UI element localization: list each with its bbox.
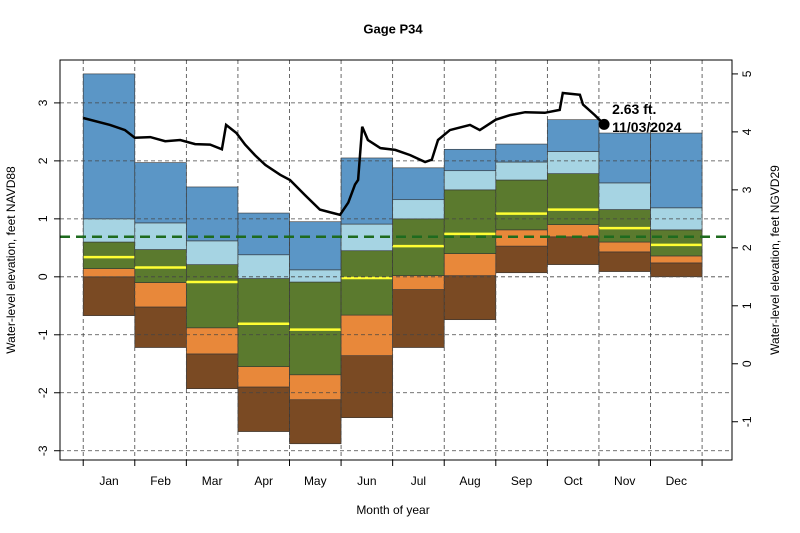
percentile-band — [443, 170, 497, 191]
percentile-band — [392, 275, 445, 290]
percentile-band — [443, 253, 497, 276]
x-tick-label: May — [304, 474, 327, 488]
percentile-band — [547, 119, 600, 152]
x-tick-label: Aug — [459, 474, 480, 488]
percentile-band — [443, 189, 497, 254]
percentile-band — [186, 264, 239, 329]
percentile-band — [598, 251, 651, 272]
percentile-band — [82, 73, 136, 220]
y-tick-label: -2 — [36, 387, 50, 398]
x-tick-label: Apr — [254, 474, 273, 488]
y-tick-label: 3 — [36, 99, 50, 106]
y2-tick-label: 5 — [740, 70, 754, 77]
percentile-band — [82, 241, 136, 269]
percentile-band — [495, 245, 548, 274]
percentile-band — [598, 241, 651, 253]
percentile-band — [340, 355, 393, 418]
percentile-band — [340, 314, 393, 356]
x-tick-label: Feb — [150, 474, 171, 488]
y2-tick-label: 1 — [740, 302, 754, 309]
percentile-band — [237, 386, 290, 432]
percentile-band — [134, 306, 187, 348]
percentile-band — [547, 236, 600, 265]
percentile-band — [650, 262, 703, 278]
y-axis-label: Water-level elevation, feet NAVD88 — [4, 166, 18, 354]
percentile-band — [340, 250, 393, 316]
percentile-band — [237, 254, 290, 279]
x-tick-label: Oct — [564, 474, 583, 488]
percentile-band — [186, 186, 239, 242]
percentile-band — [82, 218, 136, 243]
chart-title: Gage P34 — [363, 21, 423, 36]
percentile-band — [392, 199, 445, 220]
percentile-band — [650, 255, 703, 264]
y2-axis-label: Water-level elevation, feet NGVD29 — [768, 165, 782, 355]
x-tick-label: Jun — [357, 474, 376, 488]
y-tick-label: 1 — [36, 215, 50, 222]
percentile-band — [186, 240, 239, 265]
percentile-band — [598, 182, 651, 210]
percentile-band — [392, 289, 445, 348]
y-tick-label: 0 — [36, 273, 50, 280]
percentile-band — [547, 151, 600, 174]
percentile-band — [237, 366, 290, 388]
percentile-band — [547, 173, 600, 225]
current-line — [82, 91, 605, 217]
current-point — [598, 118, 610, 130]
annotation: 2.63 ft. — [612, 101, 656, 117]
percentile-band — [495, 179, 548, 231]
percentile-band — [598, 132, 651, 184]
y2-tick-label: 3 — [740, 186, 754, 193]
y2-tick-label: 0 — [740, 360, 754, 367]
x-tick-label: Jul — [411, 474, 426, 488]
percentile-band — [495, 229, 548, 247]
percentile-band — [134, 162, 187, 224]
y2-tick-label: 2 — [740, 244, 754, 251]
x-tick-label: Jan — [99, 474, 118, 488]
y2-tick-label: 4 — [740, 128, 754, 135]
percentile-band — [392, 167, 445, 201]
percentile-band — [186, 327, 239, 355]
y-tick-label: 2 — [36, 157, 50, 164]
percentile-band — [495, 143, 548, 163]
percentile-band — [82, 268, 136, 278]
y2-tick-label: -1 — [740, 416, 754, 427]
y-tick-label: -3 — [36, 445, 50, 456]
percentile-band — [134, 249, 187, 283]
x-tick-label: Dec — [666, 474, 687, 488]
percentile-band — [289, 374, 342, 401]
percentile-band — [289, 399, 342, 445]
percentile-band — [82, 276, 136, 316]
percentile-band — [443, 275, 497, 321]
percentile-band — [547, 224, 600, 238]
percentile-band — [289, 269, 342, 283]
annotation: 11/03/2024 — [612, 119, 682, 135]
x-axis-label: Month of year — [356, 503, 429, 517]
percentile-band — [289, 221, 342, 271]
percentile-band — [650, 132, 703, 209]
percentile-band — [237, 212, 290, 256]
percentile-band — [650, 229, 703, 257]
percentile-band — [443, 148, 497, 172]
y-tick-label: -1 — [36, 329, 50, 340]
percentile-band — [134, 282, 187, 308]
plot-frame — [59, 59, 733, 461]
x-tick-label: Nov — [614, 474, 635, 488]
x-tick-label: Sep — [511, 474, 533, 488]
percentile-band — [186, 353, 239, 389]
percentile-band — [340, 157, 393, 225]
percentile-band — [495, 161, 548, 181]
x-tick-label: Mar — [202, 474, 223, 488]
